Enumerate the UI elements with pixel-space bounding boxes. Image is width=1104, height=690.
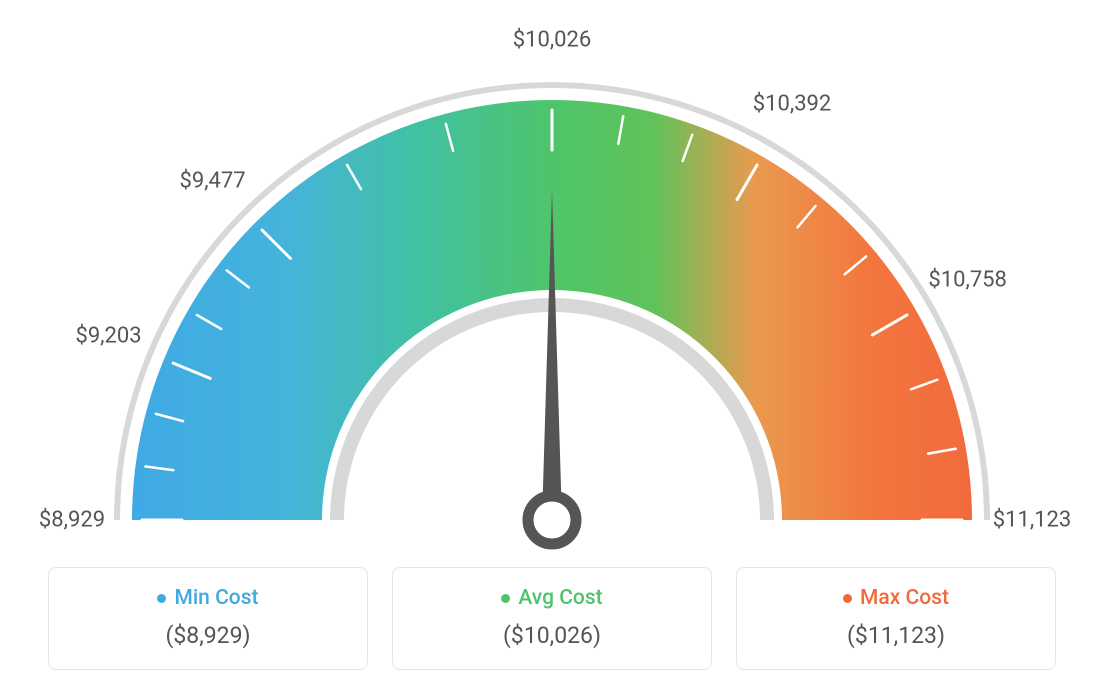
- legend-dot-min: [157, 594, 166, 603]
- legend-value-min: ($8,929): [69, 622, 347, 649]
- gauge-tick-label: $10,026: [513, 28, 592, 53]
- gauge-tick-label: $10,758: [928, 267, 1007, 292]
- legend-title-text-min: Min Cost: [174, 586, 258, 610]
- gauge-tick-label: $8,929: [39, 508, 105, 533]
- legend-card-min: Min Cost ($8,929): [48, 567, 368, 670]
- gauge-tick-label: $11,123: [993, 508, 1072, 533]
- legend-card-avg: Avg Cost ($10,026): [392, 567, 712, 670]
- legend-dot-avg: [501, 594, 510, 603]
- gauge-tick-label: $9,203: [75, 324, 141, 349]
- gauge-area: $8,929 $9,203 $9,477 $10,026 $10,392 $10,758 $…: [22, 20, 1082, 560]
- legend-value-max: ($11,123): [757, 622, 1035, 649]
- gauge-tick-label: $10,392: [753, 92, 832, 117]
- legend-title-text-avg: Avg Cost: [518, 586, 602, 610]
- legend-value-avg: ($10,026): [413, 622, 691, 649]
- gauge-svg: [22, 20, 1082, 560]
- gauge-chart-container: $8,929 $9,203 $9,477 $10,026 $10,392 $10,758 $…: [0, 0, 1104, 690]
- legend-row: Min Cost ($8,929) Avg Cost ($10,026) Max…: [48, 567, 1056, 670]
- legend-title-avg: Avg Cost: [501, 586, 602, 610]
- legend-title-text-max: Max Cost: [860, 586, 949, 610]
- legend-card-max: Max Cost ($11,123): [736, 567, 1056, 670]
- gauge-hub: [528, 496, 576, 544]
- legend-title-max: Max Cost: [843, 586, 949, 610]
- legend-dot-max: [843, 594, 852, 603]
- legend-title-min: Min Cost: [157, 586, 258, 610]
- gauge-tick-label: $9,477: [180, 168, 246, 193]
